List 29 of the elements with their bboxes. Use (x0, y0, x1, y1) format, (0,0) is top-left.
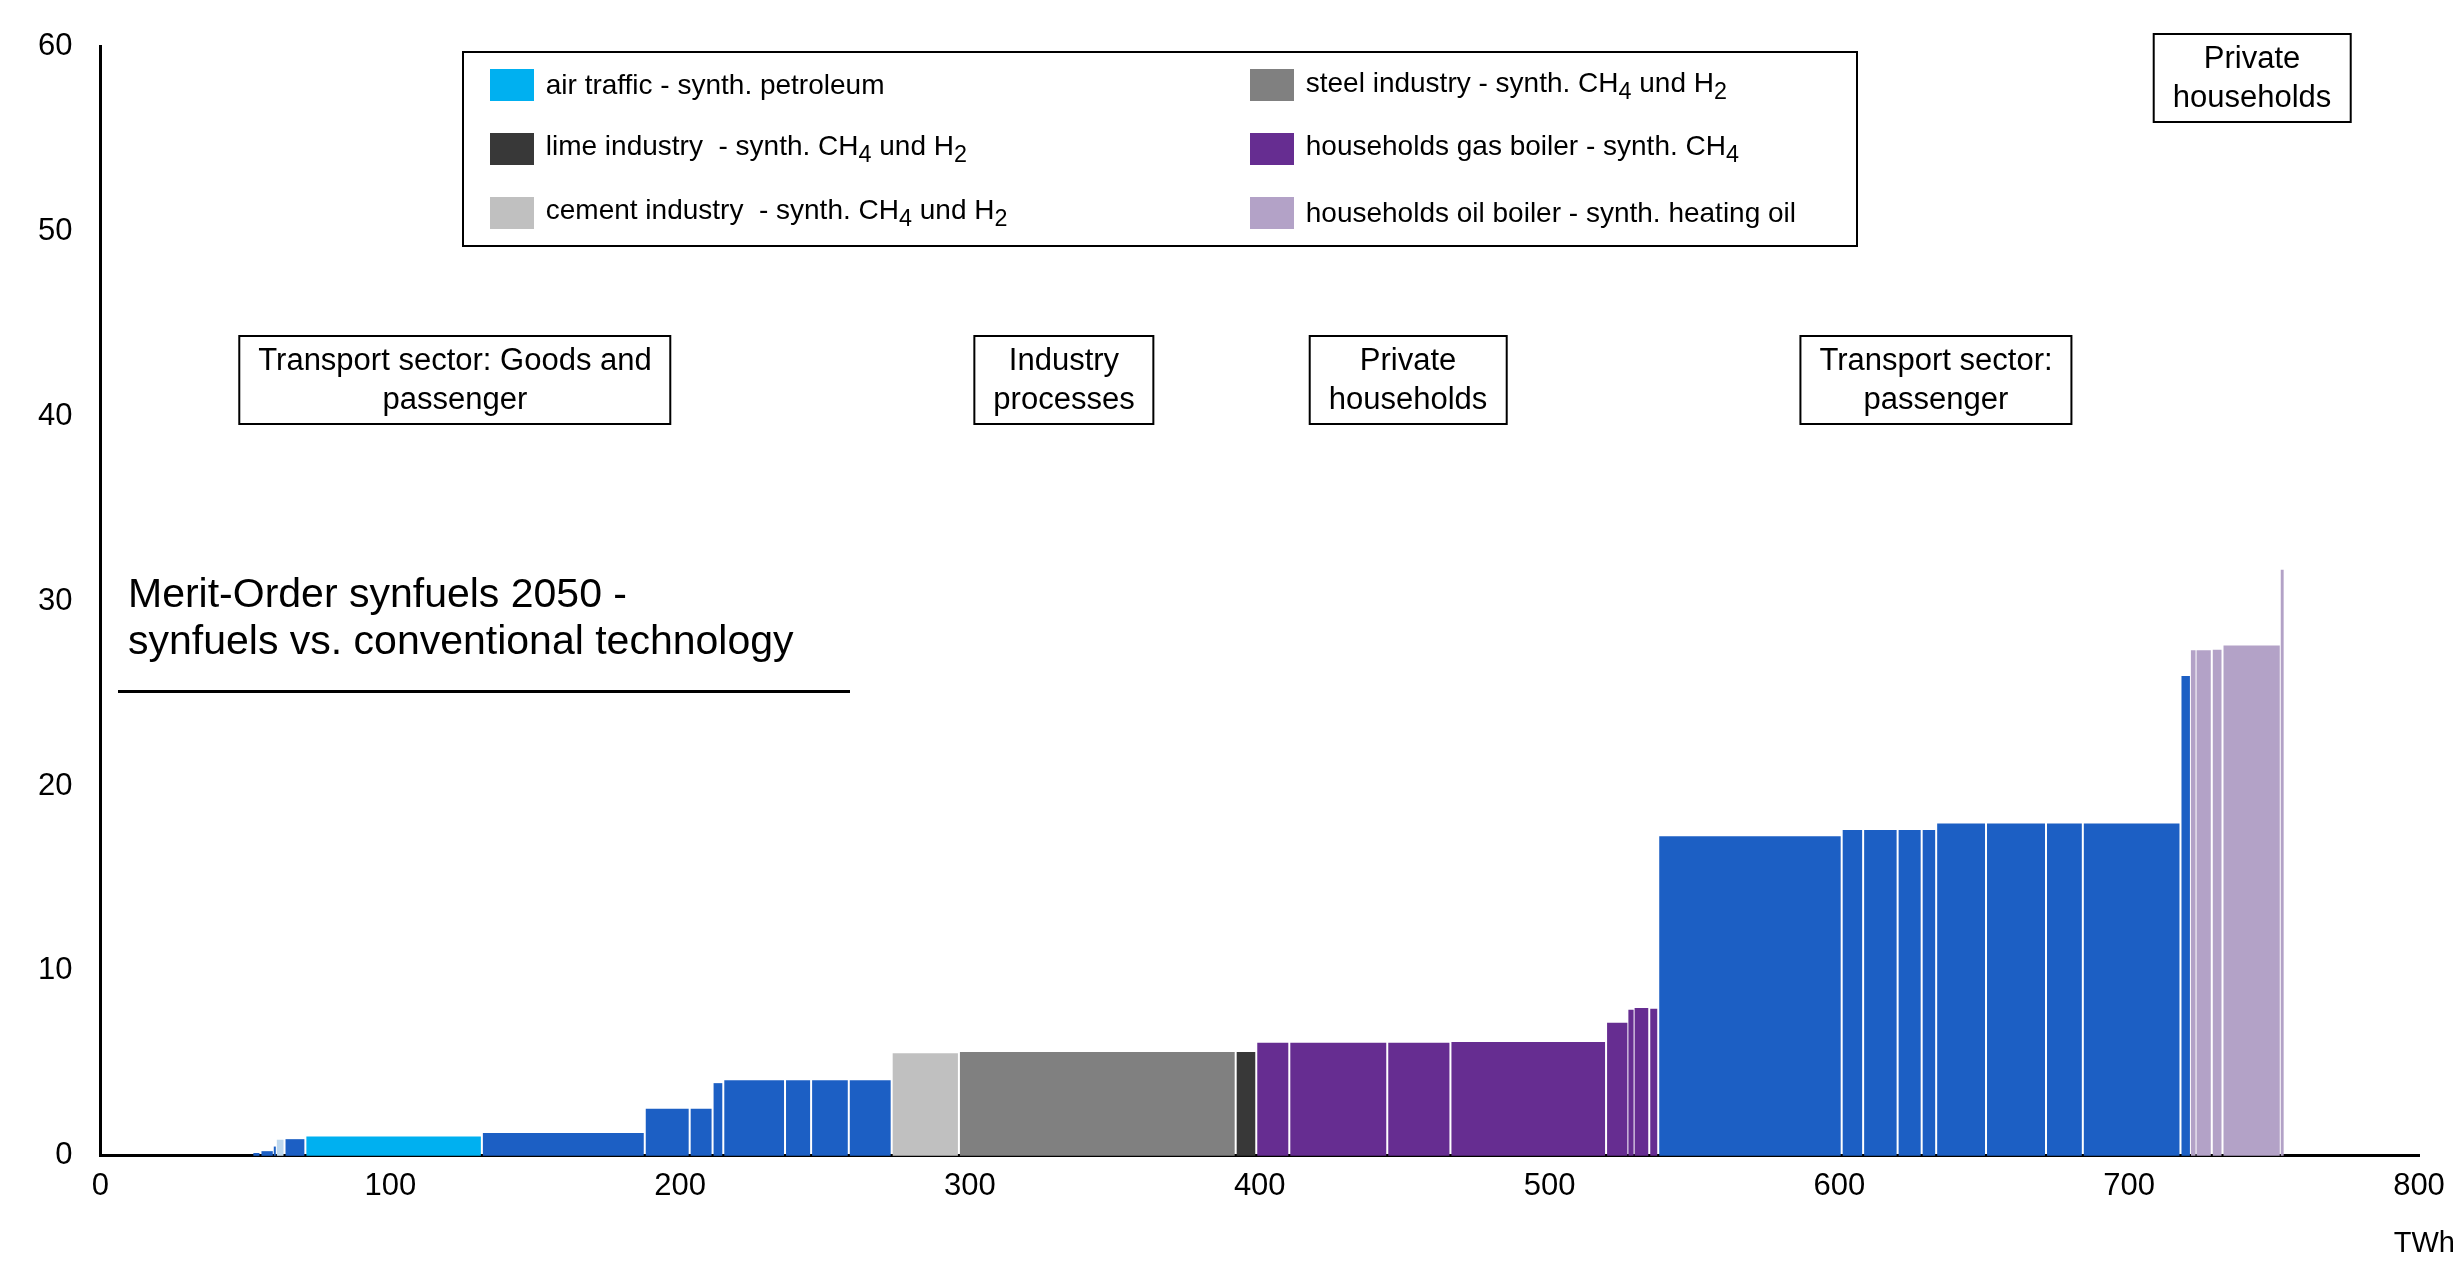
annotation: Private households (1308, 335, 1508, 425)
x-tick-label: 700 (2103, 1166, 2156, 1202)
legend-label: steel industry - synth. CH$_{4}$ und H$_{2}$ (1305, 66, 1727, 105)
annotation: Transport sector: Goods and passenger (238, 335, 672, 425)
x-axis-title: TWh (2393, 1225, 2455, 1259)
annotation: Industry processes (973, 335, 1155, 425)
legend-label: cement industry - synth. CH$_{4}$ und H$_{2}$ (545, 193, 1008, 232)
x-tick-label: 600 (1813, 1166, 1866, 1202)
y-tick-label: 30 (38, 581, 73, 617)
legend-label: air traffic - synth. petroleum (545, 69, 885, 102)
x-tick-label: 200 (654, 1166, 706, 1202)
x-tick-label: 800 (2393, 1166, 2445, 1202)
y-tick-label: 0 (55, 1136, 73, 1172)
text: Merit-Order synfuels 2050 - synfuels vs. conventional technology (118, 570, 850, 694)
x-tick-label: 300 (944, 1166, 996, 1202)
y-tick-label: 40 (38, 396, 73, 432)
legend-label: households gas boiler - synth. CH$_{4}$ (1305, 130, 1739, 168)
y-tick-label: 10 (38, 951, 73, 987)
y-tick-label: 50 (38, 212, 73, 248)
legend-label: lime industry - synth. CH$_{4}$ und H$_{2}$ (545, 130, 967, 168)
x-tick-label: 0 (91, 1166, 110, 1202)
x-tick-label: 500 (1523, 1166, 1576, 1202)
annotation: Private households (2152, 33, 2352, 123)
x-tick-label: 100 (364, 1166, 417, 1202)
x-tick-label: 400 (1233, 1166, 1286, 1202)
annotation: Transport sector: passenger (1799, 335, 2073, 425)
y-tick-label: 20 (38, 766, 73, 802)
legend-label: households oil boiler - synth. heating oil (1305, 196, 1797, 229)
y-tick-label: 60 (38, 27, 73, 63)
